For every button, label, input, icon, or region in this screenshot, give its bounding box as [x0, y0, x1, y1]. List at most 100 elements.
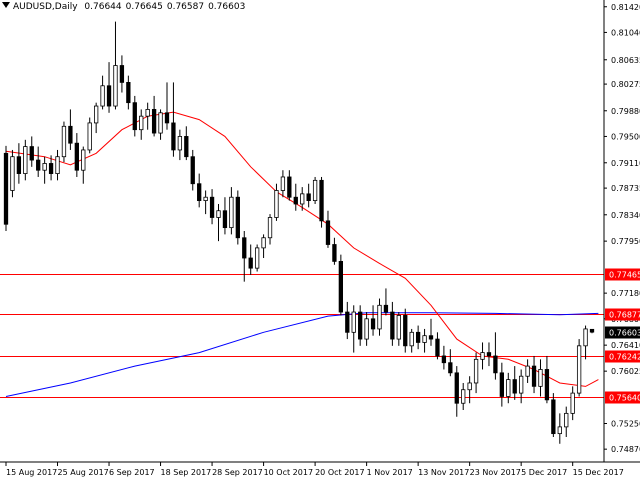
candle-body	[396, 315, 401, 340]
candle-body	[358, 311, 363, 340]
candle-body	[203, 196, 208, 202]
candle-body	[589, 328, 595, 333]
candle-body	[583, 328, 588, 347]
x-tick-label: 28 Sep 2017	[212, 468, 263, 477]
candle-body	[435, 338, 440, 357]
level-label-bg	[605, 268, 640, 281]
ma-red-line	[5, 111, 599, 387]
candle-body	[287, 176, 292, 198]
candle-body	[499, 372, 504, 397]
level-label-bg	[605, 308, 640, 321]
open-value: 0.76644	[84, 2, 122, 12]
x-tick-label: 18 Sep 2017	[161, 468, 212, 477]
horizontal-levels	[0, 274, 604, 398]
x-axis-ticks: 15 Aug 2017 25 Aug 2017 6 Sep 2017 18 Sep 2…	[5, 462, 624, 477]
candle-body	[493, 355, 498, 374]
candle-body	[145, 109, 150, 117]
candle-body	[325, 220, 331, 245]
y-tick-label: 0.78735	[611, 184, 640, 193]
candle-body	[544, 369, 550, 401]
x-tick-label: 20 Oct 2017	[315, 468, 364, 477]
y-tick-label: 0.74870	[611, 445, 640, 454]
candle-body	[42, 163, 47, 171]
candle-body	[216, 210, 221, 218]
candle-body	[94, 105, 99, 124]
y-tick-label: 0.76025	[611, 367, 640, 376]
symbol-label: AUDUSD,Daily	[13, 2, 78, 12]
candle-body	[557, 426, 562, 435]
candle-body	[473, 358, 479, 384]
x-tick-label: 13 Nov 2017	[418, 468, 469, 477]
x-tick-label: 6 Sep 2017	[109, 468, 155, 477]
dropdown-triangle-icon[interactable]	[2, 2, 10, 8]
candle-body	[415, 331, 421, 343]
candle-body	[151, 109, 157, 134]
candle-body	[209, 196, 215, 218]
candle-body	[113, 65, 118, 107]
candle-body	[351, 311, 356, 333]
y-tick-label: 0.80275	[611, 80, 640, 89]
moving-averages	[5, 111, 599, 397]
candle-body	[248, 257, 253, 269]
candle-body	[23, 146, 28, 174]
candle-body	[345, 311, 350, 333]
level-label: 0.76877	[609, 311, 640, 320]
candle-body	[126, 82, 131, 104]
candle-body	[74, 142, 79, 171]
level-label: 0.77465	[609, 271, 640, 280]
level-label: 0.75640	[609, 394, 640, 403]
x-tick-label: 25 Aug 2017	[58, 468, 109, 477]
x-tick-label: 15 Dec 2017	[573, 468, 624, 477]
candle-body	[422, 335, 427, 343]
candle-body	[106, 85, 112, 107]
candle-body	[383, 304, 389, 313]
candle-body	[254, 247, 260, 269]
candle-body	[403, 315, 408, 347]
candle-body	[506, 379, 511, 397]
candle-body	[306, 193, 311, 202]
candle-body	[29, 146, 34, 161]
candle-body	[332, 244, 337, 262]
close-value: 0.76603	[208, 2, 246, 12]
candle-body	[229, 196, 234, 229]
candles	[3, 21, 595, 444]
candle-body	[338, 260, 344, 313]
candle-body	[441, 355, 447, 364]
candle-body	[184, 136, 189, 158]
candle-body	[242, 237, 247, 259]
candle-body	[197, 183, 202, 202]
level-label-bg	[605, 350, 640, 363]
candle-body	[171, 122, 176, 151]
level-label: 0.76242	[609, 353, 640, 362]
current-price-label: 0.76603	[609, 329, 640, 338]
candle-body	[480, 352, 485, 360]
level-label-bg	[605, 391, 640, 404]
candle-body	[364, 318, 369, 340]
candle-body	[48, 163, 54, 174]
candle-body	[164, 112, 170, 124]
candle-body	[36, 159, 41, 171]
candle-body	[55, 156, 60, 174]
candle-body	[570, 392, 575, 414]
candle-body	[10, 156, 15, 191]
candle-body	[409, 331, 414, 347]
candle-body	[293, 196, 298, 205]
candle-body	[448, 362, 453, 374]
candle-body	[531, 365, 537, 387]
x-tick-label: 23 Nov 2017	[470, 468, 521, 477]
chart-header: AUDUSD,Daily 0.76644 0.76645 0.76587 0.7660…	[2, 2, 249, 12]
candle-body	[87, 122, 92, 151]
candle-body	[312, 179, 318, 202]
candle-body	[119, 65, 125, 83]
y-tick-label: 0.80635	[611, 56, 640, 65]
candle-body	[319, 179, 324, 222]
x-tick-label: 15 Aug 2017	[6, 468, 57, 477]
candle-body	[100, 85, 105, 107]
